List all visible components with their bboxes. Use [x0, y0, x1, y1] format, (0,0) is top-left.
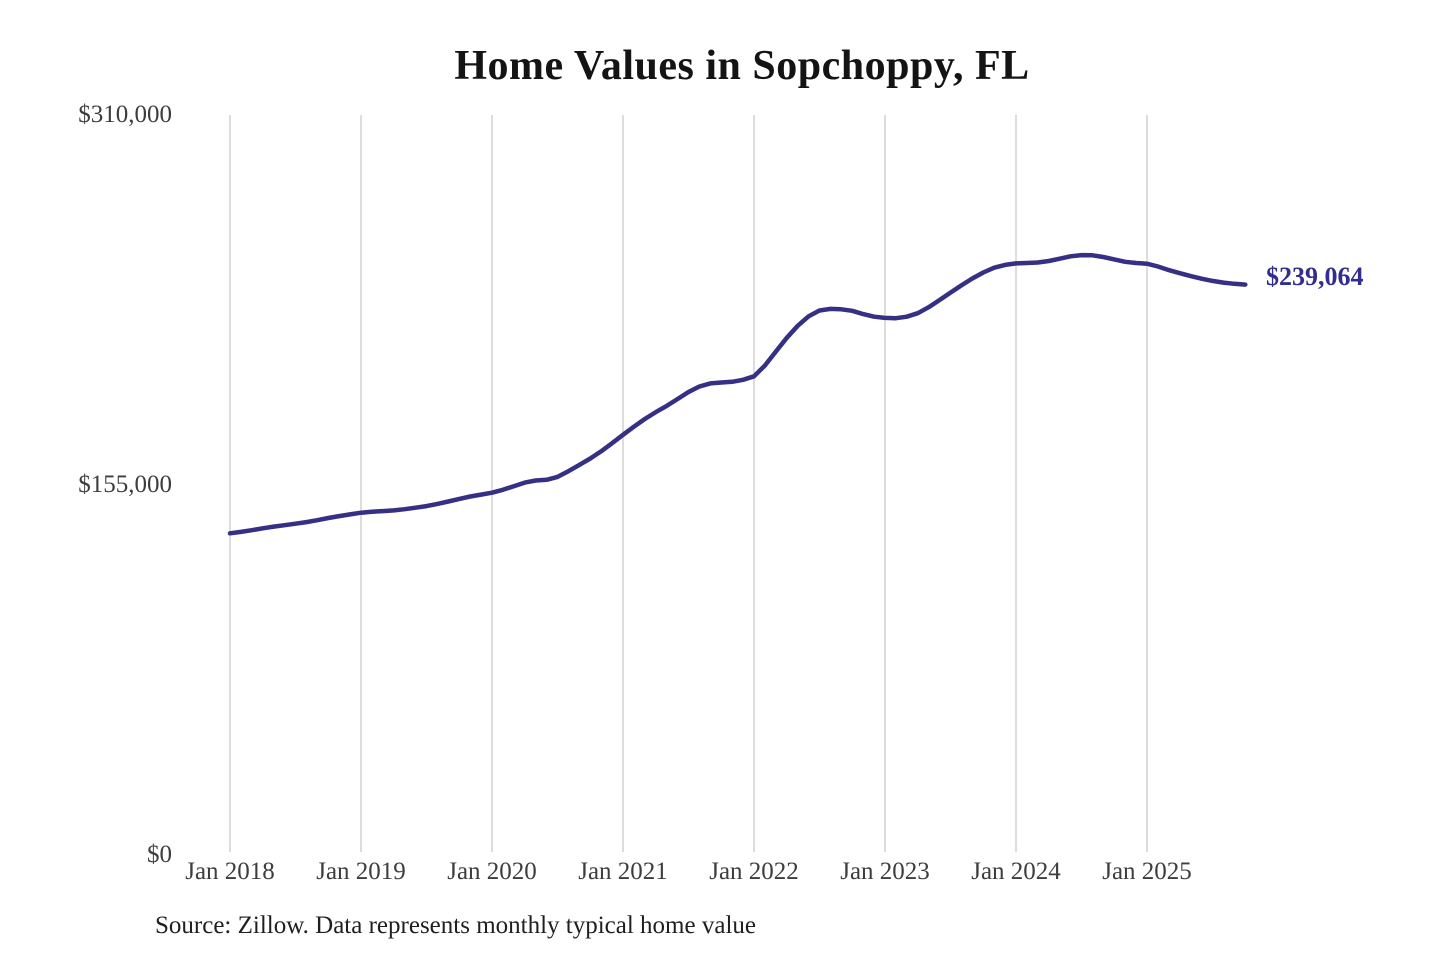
x-axis-tick-jan-2024: Jan 2024 [971, 858, 1061, 885]
y-axis-tick-310000: $310,000 [78, 101, 172, 128]
y-axis-tick-0: $0 [147, 841, 172, 868]
x-axis-tick-jan-2018: Jan 2018 [185, 858, 275, 885]
x-axis-tick-jan-2025: Jan 2025 [1102, 858, 1192, 885]
chart-title: Home Values in Sopchoppy, FL [454, 43, 1030, 89]
x-axis-tick-jan-2019: Jan 2019 [316, 858, 406, 885]
y-axis-tick-155000: $155,000 [78, 471, 172, 498]
x-axis-tick-jan-2020: Jan 2020 [447, 858, 537, 885]
x-axis-tick-jan-2021: Jan 2021 [578, 858, 668, 885]
latest-value-label: $239,064 [1266, 262, 1364, 291]
x-axis-tick-jan-2022: Jan 2022 [709, 858, 799, 885]
x-axis-tick-jan-2023: Jan 2023 [840, 858, 930, 885]
source-note: Source: Zillow. Data represents monthly … [155, 912, 756, 939]
home-value-line [227, 252, 1248, 536]
